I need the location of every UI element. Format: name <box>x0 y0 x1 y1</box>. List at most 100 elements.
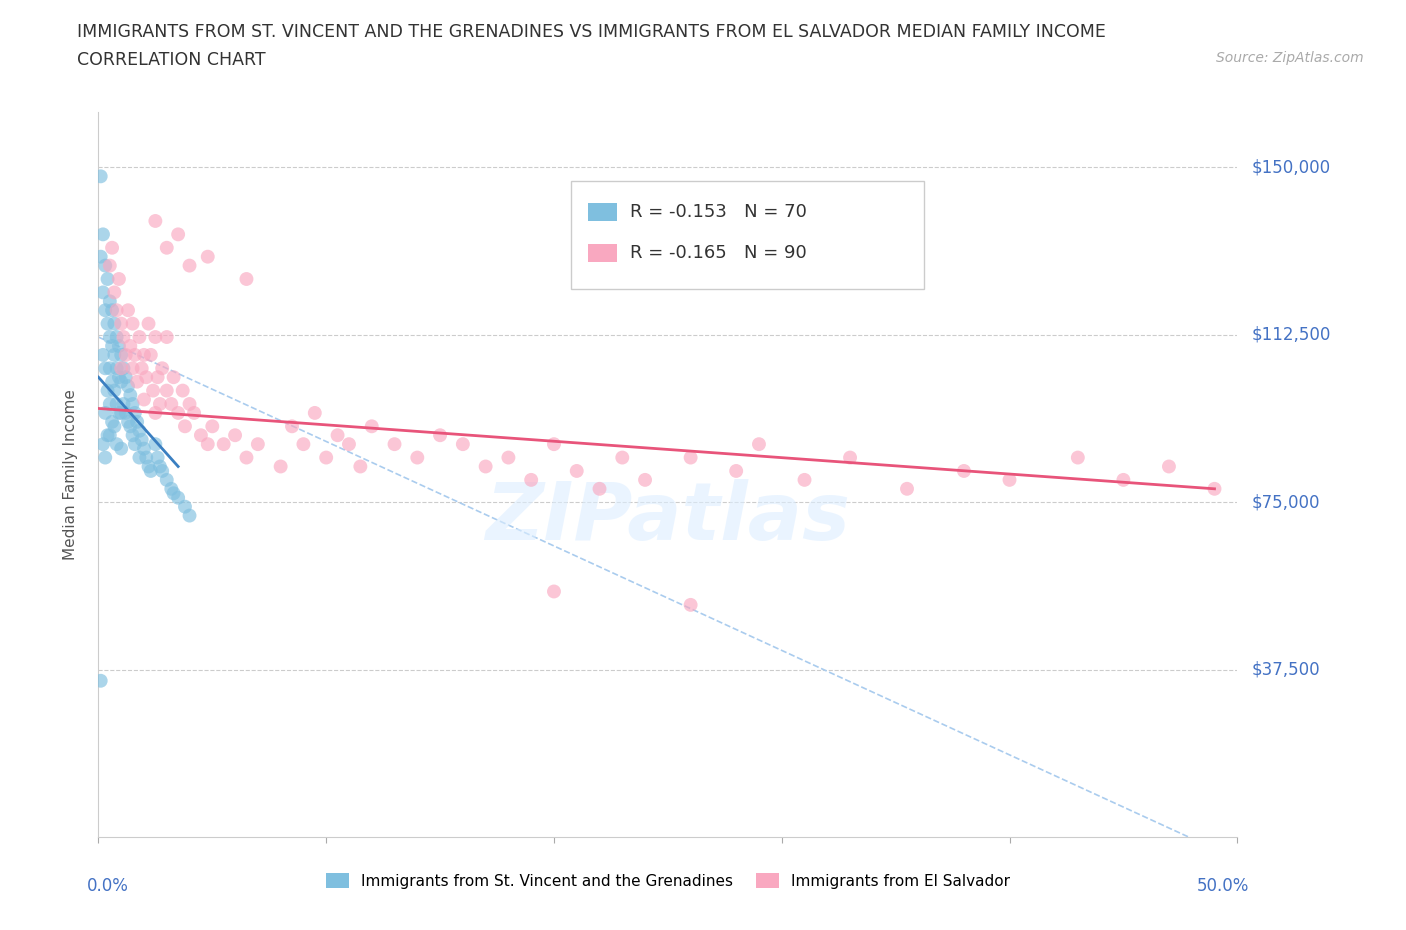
Point <box>94 405 117 420</box>
Point <box>174 499 197 514</box>
Point <box>179 396 201 411</box>
Point <box>190 428 212 443</box>
Point <box>108 272 131 286</box>
Point <box>101 339 124 353</box>
Point <box>98 259 121 273</box>
Point <box>108 339 131 353</box>
Point <box>98 428 121 443</box>
Point <box>179 259 201 273</box>
Point <box>101 240 124 255</box>
Point <box>128 423 150 438</box>
Text: Source: ZipAtlas.com: Source: ZipAtlas.com <box>1216 51 1364 65</box>
Point <box>162 370 184 385</box>
Point <box>114 370 136 385</box>
Point <box>94 259 117 273</box>
Point <box>679 597 702 612</box>
Point <box>337 437 360 452</box>
Point <box>110 441 132 456</box>
Point <box>127 415 149 430</box>
Point <box>156 383 179 398</box>
Point <box>103 348 125 363</box>
Point <box>160 482 183 497</box>
Text: $150,000: $150,000 <box>1251 158 1330 177</box>
Point <box>117 415 139 430</box>
Point <box>156 472 179 487</box>
Point <box>103 316 125 331</box>
Point <box>98 294 121 309</box>
Bar <box>588 244 617 262</box>
Point <box>451 437 474 452</box>
Point <box>124 405 146 420</box>
Point <box>145 437 167 452</box>
Point <box>108 405 131 420</box>
Point <box>94 450 117 465</box>
Point <box>105 329 128 344</box>
Point <box>114 348 136 363</box>
Point <box>108 370 131 385</box>
Point <box>142 383 165 398</box>
Point <box>91 348 114 363</box>
Text: 50.0%: 50.0% <box>1197 877 1249 895</box>
Point <box>174 418 197 433</box>
Point <box>128 329 150 344</box>
Point <box>132 392 155 407</box>
Point <box>138 316 160 331</box>
Point <box>124 348 146 363</box>
Point <box>101 415 124 430</box>
Point <box>896 482 918 497</box>
Point <box>235 450 257 465</box>
Point <box>183 405 205 420</box>
Point <box>105 303 128 318</box>
Point <box>103 285 125 299</box>
Bar <box>588 203 617 220</box>
FancyBboxPatch shape <box>571 180 924 289</box>
Point <box>105 396 128 411</box>
Point <box>156 329 179 344</box>
Point <box>429 428 451 443</box>
Point <box>725 463 748 478</box>
Point <box>172 383 194 398</box>
Point <box>112 361 135 376</box>
Point <box>98 329 121 344</box>
Point <box>90 249 112 264</box>
Point <box>1157 459 1180 474</box>
Point <box>149 459 172 474</box>
Point <box>101 374 124 389</box>
Point <box>246 437 269 452</box>
Point <box>105 361 128 376</box>
Text: R = -0.153   N = 70: R = -0.153 N = 70 <box>630 203 807 220</box>
Point <box>384 437 406 452</box>
Point <box>612 450 634 465</box>
Point <box>90 673 112 688</box>
Point <box>793 472 815 487</box>
Text: R = -0.165   N = 90: R = -0.165 N = 90 <box>630 244 807 262</box>
Point <box>1112 472 1135 487</box>
Point <box>406 450 429 465</box>
Point <box>953 463 976 478</box>
Point <box>167 405 190 420</box>
Point <box>201 418 224 433</box>
Point <box>127 374 149 389</box>
Point <box>110 348 132 363</box>
Point <box>120 339 142 353</box>
Point <box>96 272 118 286</box>
Point <box>1204 482 1226 497</box>
Point <box>94 361 117 376</box>
Point <box>498 450 520 465</box>
Point <box>146 370 169 385</box>
Point <box>145 329 167 344</box>
Point <box>110 316 132 331</box>
Point <box>212 437 235 452</box>
Point <box>281 418 304 433</box>
Point <box>748 437 770 452</box>
Point <box>474 459 496 474</box>
Point <box>565 463 588 478</box>
Text: ZIPatlas: ZIPatlas <box>485 479 851 557</box>
Point <box>135 450 157 465</box>
Point <box>179 508 201 523</box>
Point <box>543 584 565 599</box>
Point <box>96 316 118 331</box>
Point <box>520 472 543 487</box>
Point <box>304 405 326 420</box>
Point <box>543 437 565 452</box>
